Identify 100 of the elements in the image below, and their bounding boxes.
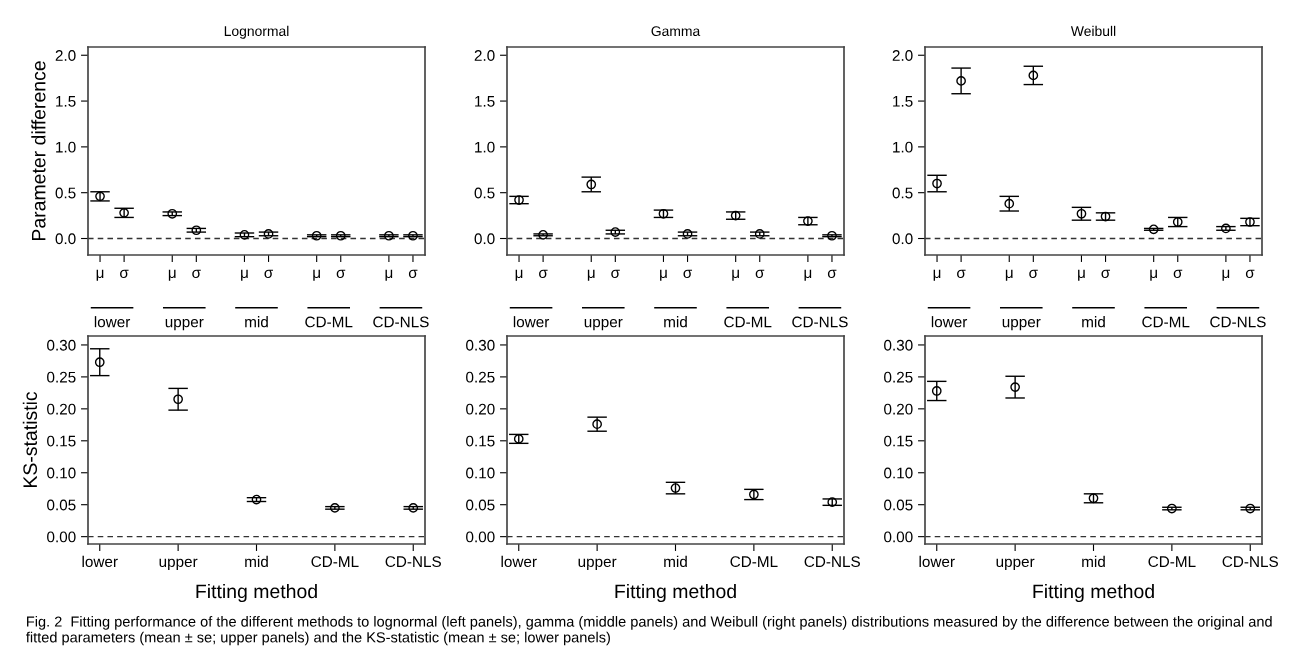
y-tick-label: 1.5 [56,96,76,107]
y-tick-label: 0.0 [474,233,495,245]
chart-title: Lognormal [224,25,289,39]
y-axis-title: Parameter difference [31,61,46,241]
y-tick-label: 0.25 [47,371,76,383]
y-tick-label: 0.15 [47,435,76,447]
text: mid [245,316,268,328]
text: lower [94,316,131,328]
x-tick-label: σ [192,269,201,279]
x-tick-label: μ [732,269,739,281]
y-tick-label: 2.0 [474,50,495,61]
y-tick-label: 0.00 [884,531,913,543]
x-tick-label: CD-ML [1148,556,1196,568]
y-tick-label: 0.25 [466,371,495,383]
x-tick-label: μ [1222,269,1230,281]
x-tick-label: upper [578,558,617,571]
x-tick-label: μ [313,269,320,281]
y-tick-label: 0.05 [884,499,913,511]
x-tick-label: μ [1150,269,1157,281]
y-tick-label: 0.10 [466,467,495,479]
x-tick-label: μ [241,269,248,281]
y-tick-label: 0.00 [466,531,495,543]
y-tick-label: 0.05 [47,499,76,511]
text: CD-ML [305,316,353,328]
y-tick-label: 2.0 [55,50,76,61]
y-tick-label: 0.25 [884,371,913,383]
x-tick-label: CD-ML [311,556,359,568]
x-tick-label: μ [168,269,176,281]
text: CD-ML [1142,316,1190,328]
point [408,230,418,241]
point [592,419,602,430]
point [311,230,322,241]
x-tick-label: σ [957,269,966,279]
text: CD-NLS [792,316,848,328]
point [754,229,765,239]
point [167,208,178,219]
x-tick-label: μ [385,269,393,281]
point [384,230,394,241]
point [610,227,621,237]
x-tick-label: σ [264,269,274,279]
y-tick-label: 0.5 [892,187,913,199]
point [1148,224,1159,235]
point [1088,493,1099,504]
x-tick-label: σ [611,269,620,279]
x-tick-label: upper [996,558,1035,571]
point [173,394,183,405]
point [586,179,597,190]
y-tick-label: 0.00 [47,531,76,543]
point [513,434,524,444]
y-tick-label: 0.20 [47,403,76,415]
point [95,191,105,202]
point [730,210,741,221]
y-tick-label: 0.0 [892,233,913,245]
point [1245,503,1256,514]
y-tick-label: 0.15 [466,435,495,447]
x-tick-label: σ [1101,269,1111,279]
x-tick-label: lower [82,555,118,568]
point [670,483,681,493]
x-tick-label: μ [804,269,812,281]
x-tick-label: σ [1029,269,1038,279]
x-tick-label: σ [408,269,418,279]
point [1167,503,1177,514]
y-tick-label: 0.10 [47,467,76,479]
chart-title: Weibull [1070,25,1116,37]
x-tick-label: σ [1173,269,1183,279]
point [335,230,346,241]
y-tick-label: 0.5 [474,187,495,199]
point [956,76,966,86]
x-tick-label: mid [245,555,268,568]
point [1010,382,1020,392]
text: CD-NLS [373,316,429,328]
text: mid [664,316,687,328]
x-tick-label: CD-NLS [385,556,441,568]
point [94,357,105,368]
point [827,497,838,508]
y-tick-label: 0.0 [55,233,76,245]
point [658,208,669,219]
x-tick-label: μ [1005,269,1013,281]
y-tick-label: 0.30 [47,339,76,351]
x-tick-label: σ [683,269,693,279]
y-tick-label: 1.0 [475,141,495,153]
x-tick-label: μ [96,269,104,281]
point [1100,211,1111,222]
y-tick-label: 2.0 [892,50,913,61]
point [803,216,813,226]
point [408,503,419,513]
x-tick-label: σ [1245,269,1255,279]
x-tick-label: μ [1078,269,1085,281]
y-tick-label: 1.0 [56,141,76,153]
x-tick-label: mid [664,555,687,568]
caption: Fig. 2 Fitting performance of the different methods to lognormal (left panels), gamma (middle panels) and Weibull (right panels) distributions measured by the difference between the original and fitted parameters (mean ± se; upper panels) and the KS-statistic (mean ± se; lower panels) [26,616,1272,646]
x-tick-label: CD-NLS [1222,556,1278,568]
x-tick-label: CD-NLS [804,556,860,568]
x-axis-title: Fitting method [1033,583,1154,603]
point [1076,208,1087,219]
point [263,229,274,239]
point [682,229,693,239]
text: CD-NLS [1210,316,1266,328]
point [251,494,262,505]
text: lower [513,316,550,328]
